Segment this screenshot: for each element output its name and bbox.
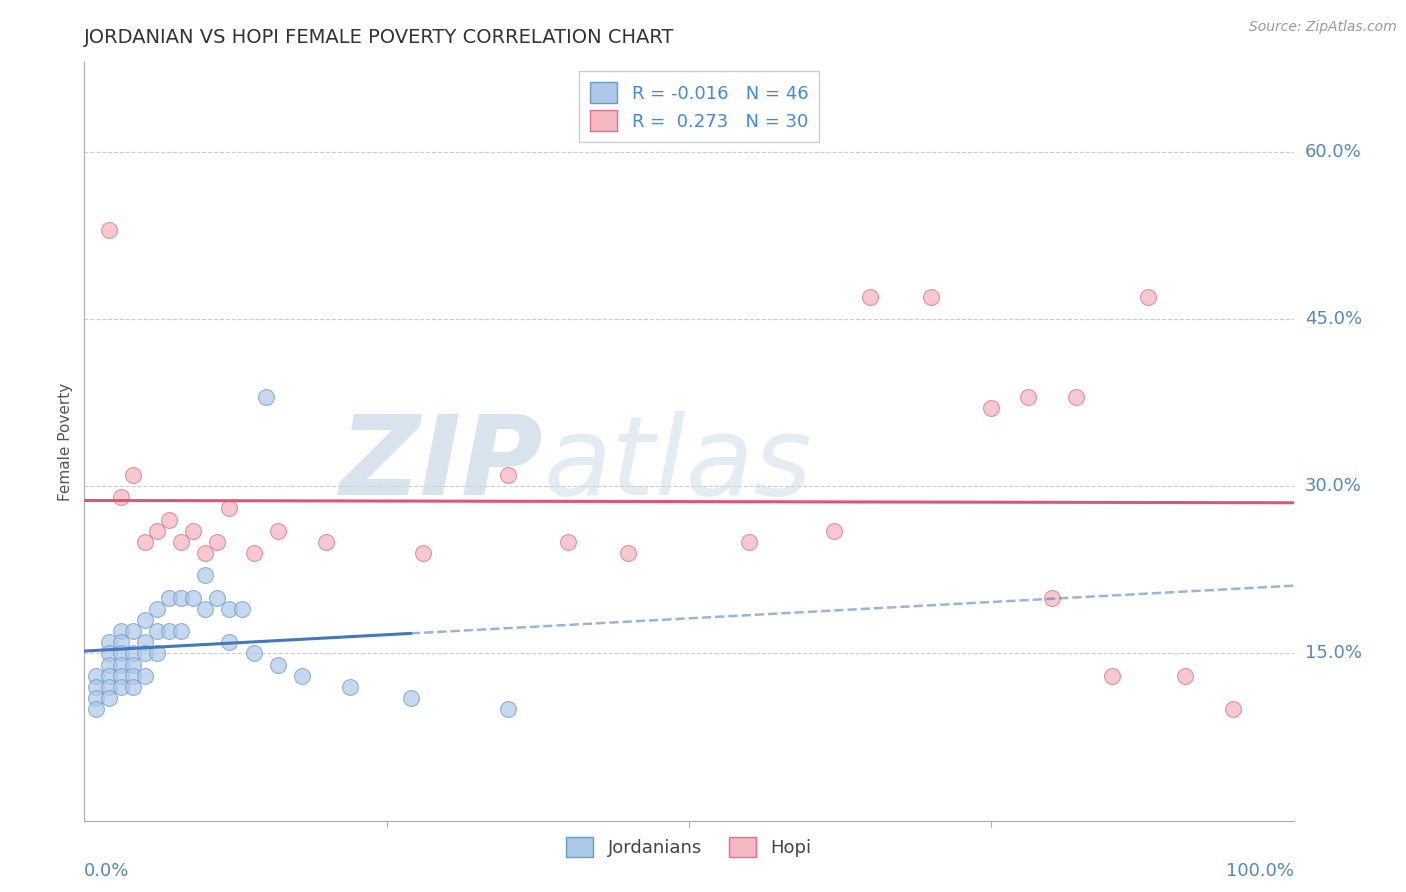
Point: [146, 646, 169, 660]
Point: [617, 546, 640, 560]
Point: [121, 624, 143, 639]
Point: [1174, 669, 1197, 683]
Text: 15.0%: 15.0%: [1305, 644, 1361, 663]
Point: [399, 690, 422, 705]
Text: 45.0%: 45.0%: [1305, 310, 1362, 328]
Point: [110, 624, 132, 639]
Point: [146, 524, 169, 538]
Point: [218, 501, 240, 516]
Point: [1101, 669, 1123, 683]
Point: [157, 624, 180, 639]
Point: [194, 546, 217, 560]
Text: Source: ZipAtlas.com: Source: ZipAtlas.com: [1249, 20, 1396, 34]
Point: [97, 222, 120, 236]
Point: [859, 289, 882, 303]
Point: [194, 602, 217, 616]
Point: [157, 512, 180, 526]
Point: [121, 680, 143, 694]
Text: 100.0%: 100.0%: [1226, 863, 1294, 880]
Point: [1064, 390, 1087, 404]
Y-axis label: Female Poverty: Female Poverty: [58, 383, 73, 500]
Point: [267, 524, 290, 538]
Point: [254, 390, 277, 404]
Point: [121, 669, 143, 683]
Point: [738, 535, 761, 549]
Point: [412, 546, 434, 560]
Point: [97, 680, 120, 694]
Point: [146, 624, 169, 639]
Point: [218, 602, 240, 616]
Point: [231, 602, 253, 616]
Text: 30.0%: 30.0%: [1305, 477, 1361, 495]
Point: [134, 635, 156, 649]
Point: [1137, 289, 1160, 303]
Point: [146, 602, 169, 616]
Text: JORDANIAN VS HOPI FEMALE POVERTY CORRELATION CHART: JORDANIAN VS HOPI FEMALE POVERTY CORRELA…: [84, 28, 675, 47]
Point: [110, 669, 132, 683]
Point: [134, 613, 156, 627]
Point: [110, 680, 132, 694]
Point: [110, 491, 132, 505]
Point: [97, 669, 120, 683]
Point: [920, 289, 942, 303]
Point: [86, 702, 108, 716]
Legend: Jordanians, Hopi: Jordanians, Hopi: [560, 830, 818, 864]
Point: [86, 669, 108, 683]
Point: [181, 524, 204, 538]
Point: [1040, 591, 1063, 605]
Point: [134, 646, 156, 660]
Point: [496, 468, 519, 483]
Point: [121, 657, 143, 672]
Text: 0.0%: 0.0%: [84, 863, 129, 880]
Point: [170, 591, 193, 605]
Point: [97, 646, 120, 660]
Point: [121, 646, 143, 660]
Point: [110, 635, 132, 649]
Point: [194, 568, 217, 582]
Point: [121, 468, 143, 483]
Point: [97, 690, 120, 705]
Point: [557, 535, 579, 549]
Text: ZIP: ZIP: [340, 411, 544, 517]
Point: [207, 591, 229, 605]
Text: 60.0%: 60.0%: [1305, 143, 1361, 161]
Point: [86, 680, 108, 694]
Point: [218, 635, 240, 649]
Point: [157, 591, 180, 605]
Point: [170, 535, 193, 549]
Point: [97, 635, 120, 649]
Point: [980, 401, 1002, 416]
Point: [207, 535, 229, 549]
Point: [1017, 390, 1039, 404]
Point: [496, 702, 519, 716]
Point: [134, 535, 156, 549]
Point: [134, 669, 156, 683]
Point: [97, 657, 120, 672]
Point: [1222, 702, 1244, 716]
Point: [291, 669, 314, 683]
Point: [823, 524, 845, 538]
Point: [110, 657, 132, 672]
Point: [181, 591, 204, 605]
Point: [339, 680, 361, 694]
Point: [315, 535, 337, 549]
Point: [242, 646, 264, 660]
Point: [86, 690, 108, 705]
Point: [267, 657, 290, 672]
Point: [170, 624, 193, 639]
Point: [242, 546, 264, 560]
Text: atlas: atlas: [544, 411, 813, 517]
Point: [110, 646, 132, 660]
